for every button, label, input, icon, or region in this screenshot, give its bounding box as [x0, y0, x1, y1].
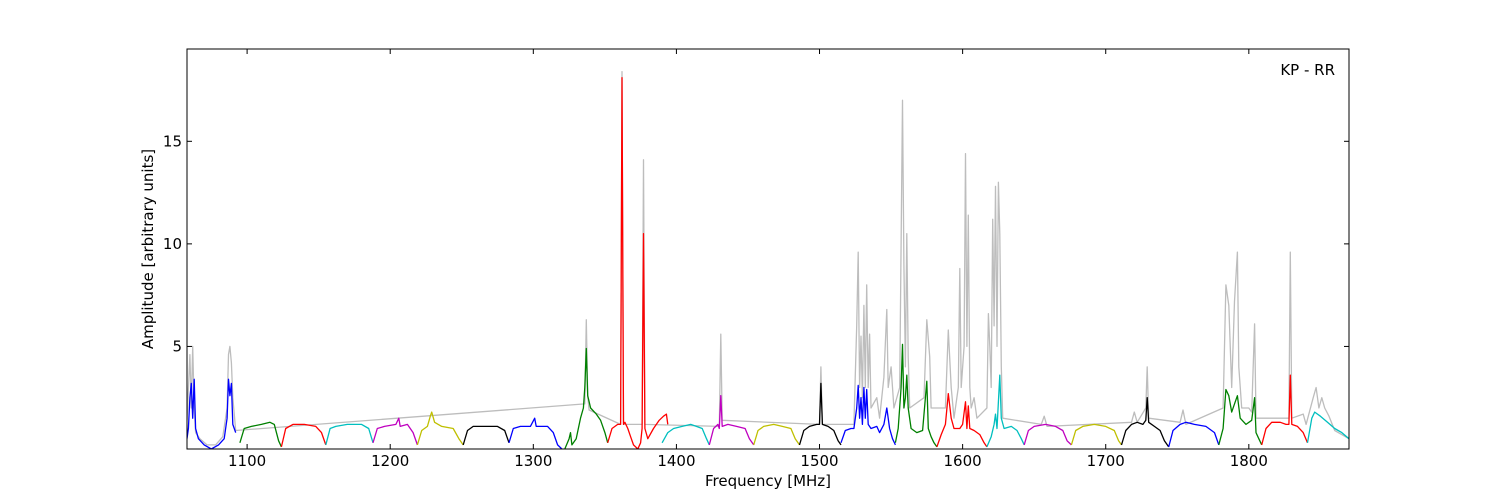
series-line-5 [372, 417, 419, 446]
x-axis-label: Frequency [MHz] [705, 472, 831, 490]
x-tick-label: 1600 [944, 452, 982, 470]
series-line-20 [1070, 423, 1123, 446]
series-line-19 [1023, 423, 1072, 446]
x-tick-label: 1400 [657, 452, 695, 470]
series-line-13 [753, 423, 801, 446]
raw-spectrum-line [187, 70, 1349, 446]
raw-spectrum-layer [187, 70, 1349, 446]
series-line-8 [508, 417, 563, 449]
x-tick-label: 1300 [514, 452, 552, 470]
series-line-7 [462, 425, 510, 446]
series-line-15 [840, 384, 896, 446]
series-line-16 [894, 343, 938, 448]
series-line-12 [708, 395, 755, 446]
series-line-3 [280, 423, 327, 448]
y-tick-label: 10 [163, 235, 182, 253]
series-line-11 [661, 423, 710, 446]
series-line-23 [1218, 388, 1263, 446]
x-tick-label: 1700 [1087, 452, 1125, 470]
series-line-18 [986, 374, 1025, 448]
y-axis-label: Amplitude [arbitrary units] [139, 149, 157, 349]
chart-annotation: KP - RR [1280, 61, 1335, 79]
x-tick-label: 1200 [371, 452, 409, 470]
x-axis-ticks: 1100 1200 1300 1400 1500 1600 1700 1800 [228, 49, 1268, 470]
y-axis-ticks: 5 10 15 [163, 132, 1349, 355]
series-line-2 [239, 421, 282, 448]
series-line-21 [1120, 397, 1170, 448]
series-line-22 [1168, 421, 1220, 448]
plot-frame [186, 48, 1350, 450]
series-line-6 [416, 411, 464, 446]
series-line-10 [607, 77, 669, 449]
series-layer [187, 77, 1349, 449]
series-line-4 [325, 423, 374, 446]
series-line-24 [1261, 374, 1309, 446]
x-tick-label: 1500 [800, 452, 838, 470]
series-line-25 [1306, 411, 1349, 443]
x-tick-label: 1800 [1230, 452, 1268, 470]
series-line-9 [564, 347, 609, 449]
y-tick-label: 5 [172, 337, 182, 355]
y-tick-label: 15 [163, 132, 182, 150]
series-line-14 [798, 382, 842, 446]
series-line-1 [187, 378, 237, 449]
x-tick-label: 1100 [228, 452, 266, 470]
series-line-17 [936, 392, 988, 448]
